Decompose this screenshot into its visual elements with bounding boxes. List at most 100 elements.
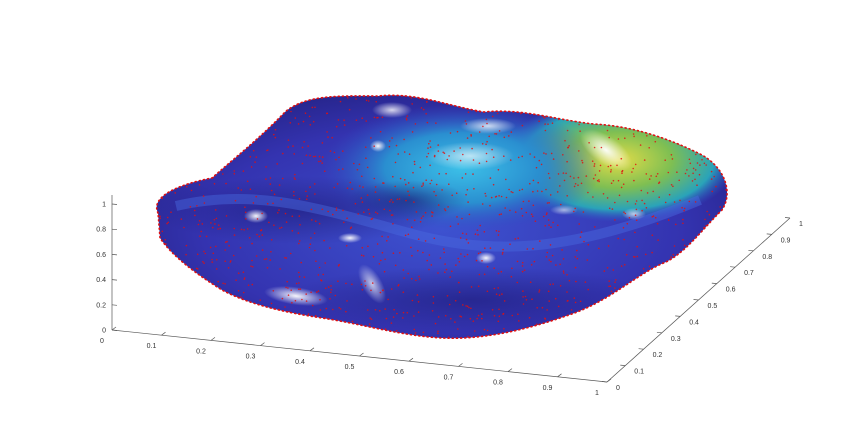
sample-point bbox=[548, 259, 551, 261]
sample-point bbox=[259, 343, 261, 345]
sample-point bbox=[699, 108, 701, 111]
sample-point bbox=[237, 272, 240, 275]
sample-point bbox=[355, 119, 358, 121]
sample-point bbox=[591, 307, 593, 309]
sample-point bbox=[235, 279, 237, 282]
sample-point bbox=[593, 163, 596, 165]
sample-point bbox=[545, 153, 547, 155]
sample-point bbox=[318, 266, 321, 269]
sample-point bbox=[705, 164, 707, 166]
sample-point bbox=[168, 275, 170, 278]
sample-point bbox=[270, 189, 273, 192]
sample-point bbox=[449, 132, 452, 134]
sample-point bbox=[634, 163, 637, 166]
sample-point bbox=[578, 340, 580, 342]
sample-point bbox=[475, 95, 478, 98]
sample-point bbox=[468, 213, 471, 216]
sample-point bbox=[226, 240, 228, 243]
sample-point bbox=[184, 90, 186, 92]
sample-point bbox=[723, 282, 726, 284]
sample-point bbox=[389, 209, 391, 212]
sample-point bbox=[498, 294, 501, 297]
sample-point bbox=[494, 196, 497, 198]
sample-point bbox=[252, 202, 255, 204]
sample-point bbox=[190, 124, 193, 126]
x-tick-mark bbox=[309, 347, 315, 352]
sample-point bbox=[683, 209, 685, 212]
sample-point bbox=[600, 121, 602, 123]
sample-point bbox=[258, 127, 261, 130]
sample-point bbox=[273, 224, 275, 226]
sample-point bbox=[422, 182, 425, 184]
sample-point bbox=[508, 135, 510, 137]
sample-point bbox=[622, 98, 625, 101]
sample-point bbox=[521, 188, 524, 191]
sample-point bbox=[510, 191, 513, 193]
sample-point bbox=[259, 97, 261, 99]
sample-point bbox=[337, 265, 340, 267]
sample-point bbox=[610, 182, 613, 184]
sample-point bbox=[364, 146, 367, 148]
sample-point bbox=[688, 146, 691, 148]
sample-point bbox=[370, 137, 372, 139]
sample-point bbox=[188, 104, 191, 106]
sample-point bbox=[338, 307, 341, 309]
sample-point bbox=[593, 146, 596, 149]
sample-point bbox=[546, 251, 549, 254]
sample-point bbox=[353, 162, 355, 165]
sample-point bbox=[243, 229, 245, 231]
sample-point bbox=[335, 125, 338, 128]
sample-point bbox=[189, 125, 191, 127]
sample-point bbox=[686, 322, 689, 325]
sample-point bbox=[446, 158, 449, 161]
sample-point bbox=[172, 311, 174, 314]
sample-point bbox=[324, 170, 326, 172]
sample-point bbox=[200, 230, 202, 233]
sample-point bbox=[598, 180, 600, 183]
sample-point bbox=[651, 251, 653, 254]
sample-point bbox=[579, 130, 581, 132]
sample-point bbox=[269, 183, 272, 185]
sample-point bbox=[314, 314, 317, 317]
sample-point bbox=[544, 326, 547, 328]
sample-point bbox=[164, 304, 167, 306]
sample-point bbox=[237, 290, 240, 292]
sample-point bbox=[473, 188, 475, 190]
sample-point bbox=[543, 91, 545, 93]
sample-point bbox=[303, 276, 306, 279]
sample-point bbox=[403, 151, 406, 153]
y-tick-label: 0.4 bbox=[689, 319, 699, 326]
sample-point bbox=[244, 206, 246, 208]
sample-point bbox=[468, 306, 470, 309]
sample-point bbox=[588, 332, 590, 334]
sample-point bbox=[548, 300, 550, 302]
sample-point bbox=[443, 152, 446, 154]
sample-point bbox=[324, 287, 327, 290]
sample-point bbox=[228, 245, 230, 247]
sample-point bbox=[469, 317, 472, 320]
sample-point bbox=[521, 265, 524, 267]
sample-point bbox=[640, 189, 643, 192]
sample-point bbox=[631, 171, 633, 173]
sample-point bbox=[518, 320, 520, 322]
sample-point bbox=[580, 182, 583, 185]
sample-point bbox=[729, 255, 731, 257]
sample-point bbox=[497, 287, 500, 289]
sample-point bbox=[713, 91, 715, 93]
sample-point bbox=[520, 336, 523, 339]
sample-point bbox=[545, 255, 548, 258]
sample-point bbox=[381, 235, 383, 238]
sample-point bbox=[211, 258, 213, 261]
sample-point bbox=[291, 302, 293, 304]
sample-point bbox=[435, 122, 437, 124]
specular-9 bbox=[264, 286, 328, 306]
sample-point bbox=[157, 252, 160, 254]
sample-point bbox=[645, 340, 647, 342]
sample-point bbox=[394, 264, 397, 267]
sample-point bbox=[624, 264, 626, 266]
sample-point bbox=[297, 232, 300, 234]
sample-point bbox=[420, 107, 423, 109]
sample-point bbox=[371, 282, 374, 284]
sample-point bbox=[501, 293, 503, 295]
sample-point bbox=[376, 334, 378, 337]
